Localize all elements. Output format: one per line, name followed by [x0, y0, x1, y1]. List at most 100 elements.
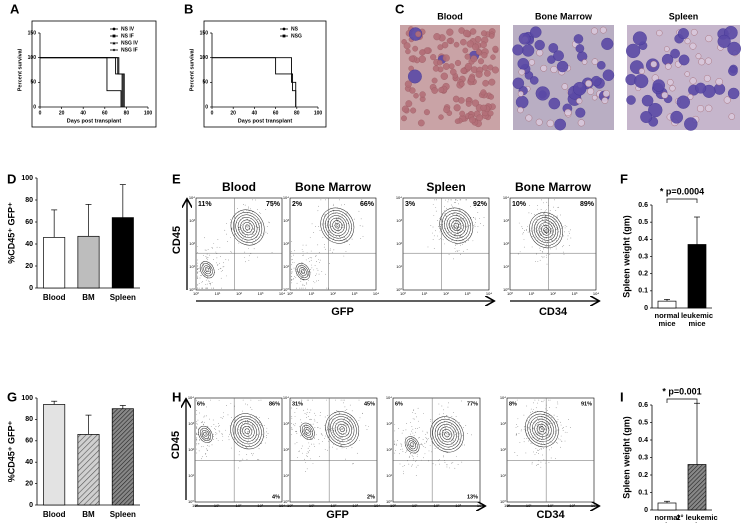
event-dot	[547, 242, 548, 243]
event-dot	[337, 228, 339, 229]
event-dot	[315, 225, 317, 227]
event-dot	[438, 429, 440, 431]
event-dot	[252, 424, 253, 426]
event-dot	[256, 424, 258, 426]
event-dot	[455, 421, 457, 423]
y-tick-label: 60	[25, 438, 33, 445]
event-dot	[237, 208, 238, 209]
event-dot	[226, 275, 227, 277]
event-dot	[445, 429, 446, 431]
event-dot	[352, 463, 354, 464]
event-dot	[543, 221, 545, 222]
event-dot	[558, 206, 560, 208]
event-dot	[412, 464, 413, 466]
y-axis-label: %CD45⁺ GFP⁺	[6, 420, 16, 482]
event-dot	[415, 466, 417, 468]
event-dot	[209, 254, 211, 256]
event-dot	[538, 426, 540, 427]
event-dot	[453, 235, 455, 237]
cell	[487, 110, 494, 117]
event-dot	[321, 271, 323, 272]
contour	[242, 222, 253, 233]
event-dot	[319, 261, 320, 263]
event-dot	[338, 427, 340, 429]
event-dot	[209, 440, 210, 442]
event-dot	[539, 434, 540, 436]
event-dot	[452, 462, 454, 464]
event-dot	[542, 219, 543, 221]
event-dot	[444, 228, 445, 229]
event-dot	[304, 430, 306, 431]
event-dot	[218, 424, 220, 426]
cell	[474, 35, 482, 43]
event-dot	[418, 420, 419, 422]
event-dot	[321, 433, 323, 435]
event-dot	[516, 423, 517, 425]
event-dot	[247, 442, 248, 444]
event-dot	[435, 230, 436, 232]
event-dot	[248, 418, 250, 419]
event-dot	[411, 444, 413, 446]
event-dot	[347, 223, 349, 224]
event-dot	[301, 445, 303, 447]
event-dot	[405, 429, 407, 431]
cell	[698, 58, 706, 66]
contour	[534, 421, 550, 438]
event-dot	[514, 452, 516, 453]
event-dot	[307, 438, 309, 439]
event-dot	[542, 239, 544, 241]
event-dot	[325, 248, 326, 250]
event-dot	[450, 444, 452, 446]
event-dot	[546, 263, 548, 265]
cell	[480, 89, 487, 96]
event-dot	[205, 266, 206, 268]
event-dot	[312, 399, 313, 401]
event-dot	[252, 231, 254, 233]
event-dot	[337, 410, 339, 412]
event-dot	[523, 426, 525, 427]
event-dot	[526, 405, 528, 407]
y-tick-label: 40	[25, 241, 33, 248]
event-dot	[209, 435, 211, 436]
cell	[476, 49, 482, 55]
micrograph	[512, 25, 615, 131]
y-axis-label: %CD45⁺ GFP⁺	[6, 202, 16, 264]
event-dot	[198, 271, 200, 272]
flow-tick-label: 10³	[500, 421, 506, 426]
event-dot	[463, 218, 464, 219]
event-dot	[261, 235, 263, 237]
event-dot	[443, 210, 445, 211]
event-dot	[537, 208, 538, 210]
event-dot	[535, 224, 536, 226]
flow-tick-label: 10¹	[396, 264, 402, 269]
event-dot	[455, 221, 456, 223]
event-dot	[252, 225, 254, 226]
event-dot	[206, 270, 208, 272]
flow-x-label: GFP	[326, 509, 349, 521]
event-dot	[451, 204, 453, 206]
event-dot	[241, 417, 242, 418]
event-dot	[422, 430, 424, 432]
event-dot	[314, 412, 315, 414]
flow-arrows	[186, 200, 598, 506]
event-dot	[516, 433, 517, 435]
event-dot	[304, 273, 306, 275]
event-dot	[345, 251, 347, 252]
event-dot	[547, 218, 548, 219]
x-tick-label: 100	[314, 110, 323, 116]
flow-tick-label: 10⁴	[477, 503, 483, 508]
event-dot	[324, 273, 326, 275]
event-dot	[258, 400, 260, 401]
event-dot	[537, 450, 539, 451]
event-dot	[341, 223, 343, 225]
cell	[528, 59, 535, 66]
event-dot	[268, 221, 269, 223]
event-dot	[253, 228, 254, 230]
event-dot	[556, 401, 558, 403]
event-dot	[529, 205, 530, 206]
event-dot	[315, 275, 316, 276]
event-dot	[330, 430, 332, 431]
event-dot	[319, 259, 321, 261]
event-dot	[545, 229, 547, 230]
x-tick-label: 80	[294, 110, 300, 116]
